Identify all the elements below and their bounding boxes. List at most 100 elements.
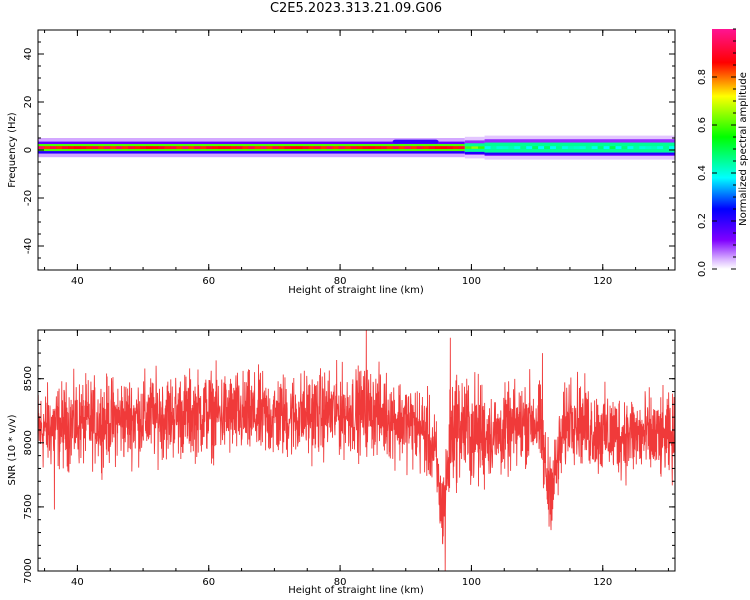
band-core-cell [404, 146, 412, 150]
band-core-cell [104, 146, 111, 150]
band-core-cell [92, 146, 99, 150]
y-tick-label: 7500 [23, 494, 34, 519]
band-core-cell [188, 146, 195, 150]
band-core-cell [471, 146, 479, 149]
x-tick-label: 80 [334, 577, 347, 588]
band-blob-0 [392, 139, 439, 144]
band-core-cell [218, 146, 225, 150]
band-core-cell [110, 146, 117, 150]
band-core-cell [514, 146, 521, 150]
band-core-cell [550, 146, 557, 150]
band-core-cell [585, 146, 593, 150]
band-core-cell [224, 146, 231, 150]
band-core-cell [146, 146, 153, 150]
band-core-cell [302, 146, 310, 150]
colorbar-tick-label: 0.2 [697, 213, 708, 229]
band-core-cell [80, 146, 87, 150]
x-tick-label: 40 [71, 276, 84, 287]
band-core-cell [452, 146, 460, 150]
band-core-cell [98, 146, 105, 150]
band-core-cell [182, 146, 189, 150]
band-core-cell [308, 146, 316, 150]
snr-axes-frame [37, 329, 676, 572]
band-core-cell [458, 146, 466, 150]
band-core-cell [194, 146, 201, 150]
snr-series [38, 330, 675, 571]
band-core-cell [134, 146, 141, 150]
band-core-cell [657, 146, 664, 150]
band-core-cell [254, 146, 261, 150]
band-core-cell [38, 146, 45, 150]
band-core-cell [434, 146, 442, 150]
y-tick-label: -20 [23, 190, 34, 206]
band-core-cell [579, 146, 587, 150]
band-edge-1 [464, 151, 485, 155]
band-core-cell [416, 146, 424, 150]
band-core-cell [477, 146, 486, 149]
band-core-cell [609, 146, 616, 150]
band-core-cell [128, 146, 135, 150]
band-core-cell [158, 146, 165, 150]
band-core-cell [56, 146, 63, 150]
band-core-cell [344, 146, 352, 150]
y-tick-label: 0 [23, 147, 34, 153]
snr-panel: 40 60 80 100 120 7000 7500 8000 8500 Height of s… [7, 329, 676, 596]
x-tick-label: 80 [334, 276, 347, 287]
band-core-cell [152, 146, 159, 150]
band-core-cell [50, 146, 57, 150]
band-core-cell [603, 146, 611, 150]
band-core-cell [386, 146, 394, 150]
band-core-cell [621, 146, 628, 150]
spectrogram-y-axis-label: Frequency (Hz) [7, 112, 18, 188]
band-core-cell [212, 146, 219, 150]
band-core-cell [326, 146, 334, 150]
band-core-cell [374, 146, 382, 150]
x-tick-label: 60 [202, 276, 215, 287]
band-core-cell [74, 146, 81, 150]
x-tick-label: 60 [202, 577, 215, 588]
band-core-cell [555, 146, 563, 150]
band-core-cell [392, 146, 400, 150]
band-core-cell [597, 146, 605, 150]
colorbar-tick-label: 0.0 [697, 261, 708, 277]
band-core-cell [508, 146, 515, 150]
band-core-cell [591, 146, 599, 150]
band-core-cell [206, 146, 213, 150]
band-core-cell [639, 146, 646, 150]
band-core-cell [362, 146, 370, 150]
snr-line [38, 330, 675, 571]
band-core-cell [338, 146, 346, 150]
band-core-cell [320, 146, 328, 150]
band-core-cell [62, 146, 69, 150]
spectrogram-panel: 40 60 80 100 120 -40 -20 0 20 40 Height of straig… [7, 29, 676, 296]
band-core-cell [248, 146, 255, 150]
band-core-cell [464, 146, 472, 149]
x-tick-label: 100 [462, 276, 481, 287]
band-core-cell [669, 146, 675, 150]
y-tick-label: 20 [23, 96, 34, 109]
band-core-cell [230, 146, 237, 150]
colorbar-tick-label: 0.4 [697, 165, 708, 181]
x-tick-label: 120 [593, 276, 612, 287]
band-core-cell [68, 146, 75, 150]
y-tick-label: 7000 [23, 558, 34, 583]
band-core-cell [651, 146, 658, 150]
band-core-cell [520, 146, 527, 150]
band-core-cell [278, 146, 285, 150]
band-core-cell [502, 146, 509, 150]
band-core-cell [627, 146, 634, 150]
y-tick-label: 8500 [23, 366, 34, 391]
x-tick-label: 40 [71, 577, 84, 588]
band-core-cell [440, 146, 448, 150]
colorbar-label: Normalized spectral amplitude [738, 72, 749, 226]
band-core-cell [242, 146, 249, 150]
band-core-cell [490, 146, 497, 150]
band-core-cell [122, 146, 129, 150]
spectral-band [38, 135, 675, 160]
band-core-cell [645, 146, 652, 150]
band-core-cell [368, 146, 376, 150]
snr-y-axis-label: SNR (10 * v/v) [7, 414, 18, 485]
band-core-cell [526, 146, 533, 150]
band-edge-0 [38, 151, 465, 154]
band-core-cell [496, 146, 503, 150]
